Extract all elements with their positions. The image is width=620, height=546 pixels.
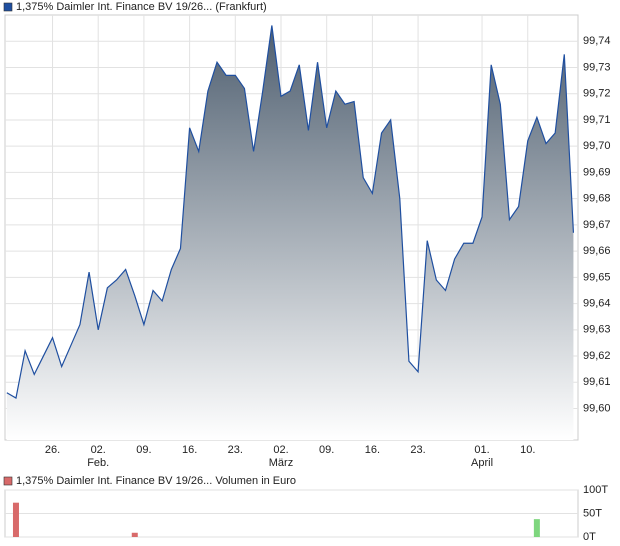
volume-bar [12, 502, 19, 537]
y-tick-label: 99,71 [583, 114, 611, 126]
x-tick-label: 09. [319, 444, 334, 456]
y-tick-label: 99,66 [583, 245, 611, 257]
y-tick-label: 99,67 [583, 219, 611, 231]
month-label: Feb. [87, 457, 109, 469]
y-tick-label: 99,73 [583, 61, 611, 73]
legend-label: 1,375% Daimler Int. Finance BV 19/26... … [16, 1, 267, 13]
y-tick-label: 99,63 [583, 324, 611, 336]
y-tick-label: 99,72 [583, 88, 611, 100]
y-tick-label: 99,69 [583, 166, 611, 178]
y-tick-label: 99,70 [583, 140, 611, 152]
volume-bar [131, 532, 138, 537]
y-tick-label: 99,62 [583, 350, 611, 362]
legend-label: 1,375% Daimler Int. Finance BV 19/26... … [16, 475, 296, 487]
legend-swatch [3, 2, 13, 12]
x-tick-label: 09. [136, 444, 151, 456]
legend-swatch [3, 476, 13, 486]
x-tick-label: 16. [365, 444, 380, 456]
x-tick-label: 10. [520, 444, 535, 456]
y-tick-label: 100T [583, 484, 608, 496]
area [6, 25, 574, 440]
x-tick-label: 26. [45, 444, 60, 456]
y-tick-label: 99,64 [583, 297, 611, 309]
month-label: April [471, 457, 493, 469]
y-tick-label: 0T [583, 531, 596, 543]
x-tick-label: 02. [273, 444, 288, 456]
y-tick-label: 99,65 [583, 271, 611, 283]
y-tick-label: 99,74 [583, 35, 611, 47]
y-tick-label: 99,60 [583, 402, 611, 414]
line [6, 25, 575, 399]
x-tick-label: 01. [474, 444, 489, 456]
month-label: März [269, 457, 293, 469]
x-tick-label: 23. [410, 444, 425, 456]
y-tick-label: 99,61 [583, 376, 611, 388]
x-tick-label: 02. [91, 444, 106, 456]
y-tick-label: 50T [583, 507, 602, 519]
volume-bar [533, 519, 540, 537]
x-tick-label: 23. [228, 444, 243, 456]
x-tick-label: 16. [182, 444, 197, 456]
y-tick-label: 99,68 [583, 193, 611, 205]
